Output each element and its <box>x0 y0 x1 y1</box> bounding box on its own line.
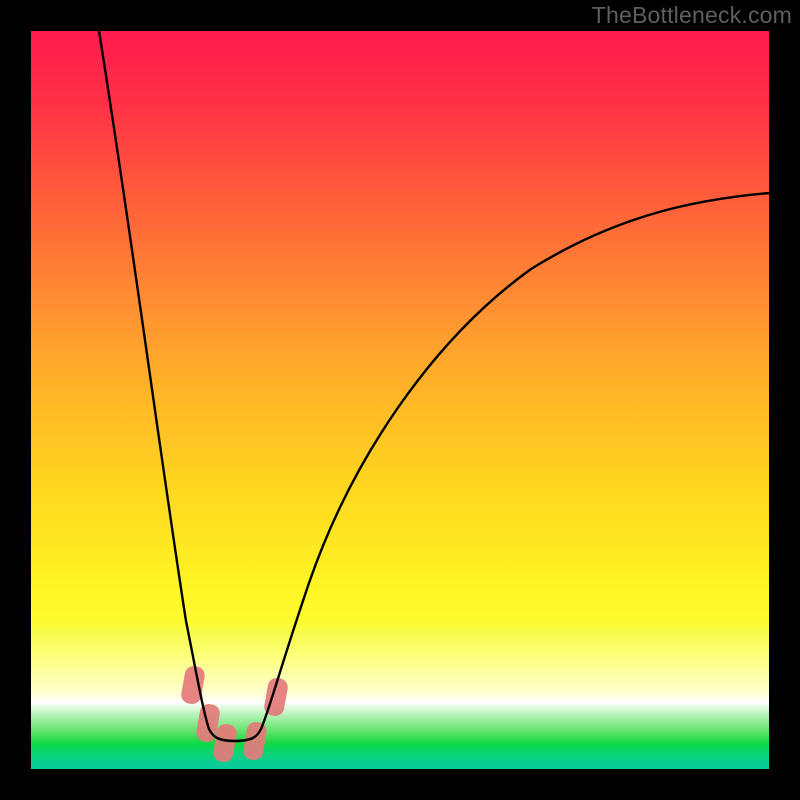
chart-svg <box>31 31 769 769</box>
bottleneck-curve <box>99 31 769 741</box>
plot-area <box>31 31 769 769</box>
watermark-text: TheBottleneck.com <box>592 2 792 29</box>
markers-group <box>180 665 289 764</box>
